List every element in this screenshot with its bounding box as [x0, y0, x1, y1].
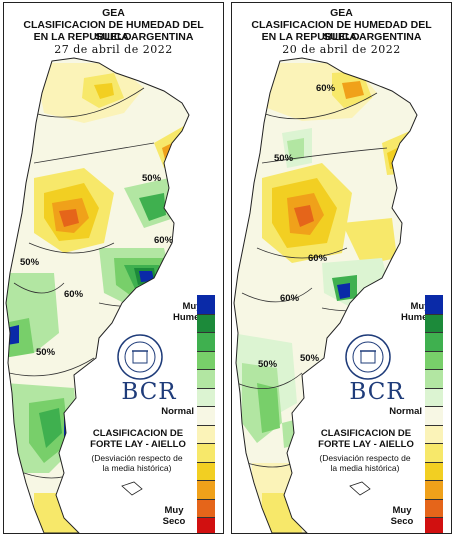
legend-normal-label: Normal — [389, 406, 422, 417]
isoline-label: 60% — [308, 253, 328, 264]
classification-note: (Desviación respecto de la media históric… — [91, 453, 183, 473]
classification-title: CLASIFICACION DE FORTE LAY - AIELLO — [318, 428, 414, 450]
bcr-seal-logo — [345, 334, 391, 380]
bcr-seal-logo — [117, 334, 163, 380]
isoline-label: 50% — [274, 153, 294, 164]
isoline-label: 60% — [64, 289, 84, 300]
bcr-logo-text: BCR — [349, 379, 405, 405]
map-date: 27 de abril de 2022 — [54, 43, 173, 56]
isoline-label: 50% — [258, 359, 278, 370]
legend-color-scale — [425, 295, 443, 533]
isoline-label: 60% — [316, 83, 336, 94]
malvinas-islands — [349, 481, 371, 496]
classification-title: CLASIFICACION DE FORTE LAY - AIELLO — [90, 428, 186, 450]
argentina-soil-moisture-map — [5, 57, 190, 533]
legend-very-wet-label: Muy Humedo — [401, 301, 439, 323]
org-label: GEA — [330, 7, 353, 19]
map-panel-april-27: GEA CLASIFICACION DE HUMEDAD DEL SUELO E… — [3, 2, 224, 534]
legend-very-dry-label: Muy Seco — [162, 505, 186, 527]
isoline-label: 50% — [36, 347, 56, 358]
map-date: 20 de abril de 2022 — [282, 43, 401, 56]
org-label: GEA — [102, 7, 125, 19]
map-title-line2: EN LA REPUBLICA ARGENTINA — [33, 31, 194, 43]
isoline-label: 50% — [300, 353, 320, 364]
argentina-soil-moisture-map — [233, 57, 418, 533]
isoline-label: 50% — [20, 257, 40, 268]
isoline-label: 50% — [142, 173, 162, 184]
map-panel-april-20: GEA CLASIFICACION DE HUMEDAD DEL SUELO E… — [231, 2, 452, 534]
classification-note: (Desviación respecto de la media históric… — [319, 453, 411, 473]
map-title-line2: EN LA REPUBLICA ARGENTINA — [261, 31, 422, 43]
isoline-label: 60% — [280, 293, 300, 304]
map-title-line1: CLASIFICACION DE HUMEDAD DEL SUELO — [23, 19, 204, 43]
legend-color-scale — [197, 295, 215, 533]
malvinas-islands — [121, 481, 143, 496]
isoline-label: 60% — [154, 235, 174, 246]
legend-normal-label: Normal — [161, 406, 194, 417]
legend-very-dry-label: Muy Seco — [390, 505, 414, 527]
map-title-line1: CLASIFICACION DE HUMEDAD DEL SUELO — [251, 19, 432, 43]
bcr-logo-text: BCR — [121, 379, 177, 405]
legend-very-wet-label: Muy Humedo — [173, 301, 211, 323]
